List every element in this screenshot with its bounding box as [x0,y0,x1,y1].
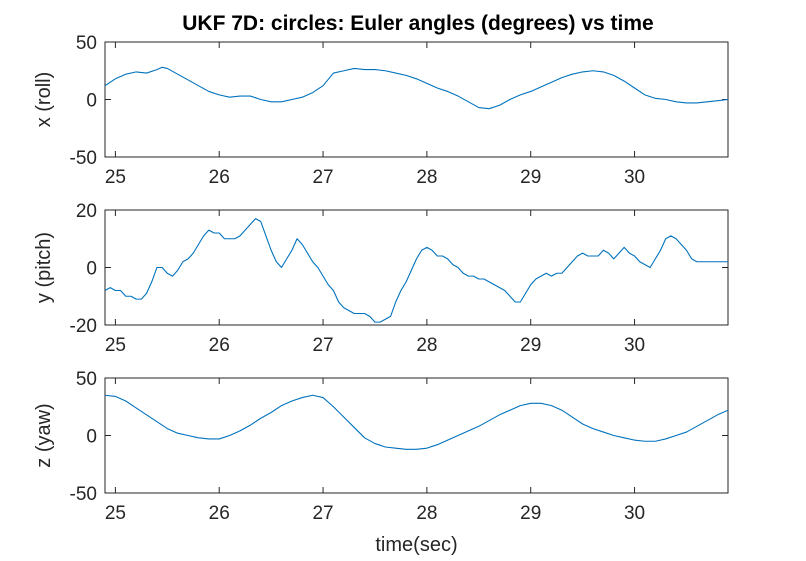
x-tick-label: 27 [312,335,333,356]
plot-area [104,377,729,494]
x-tick-label: 29 [520,503,541,524]
x-tick-label: 25 [105,503,126,524]
y-tick-label: -20 [70,316,97,337]
x-tick-label: 29 [520,167,541,188]
y-tick-label: 50 [76,33,97,54]
y-tick-label: 50 [76,369,97,390]
x-tick-label: 25 [105,167,126,188]
x-tick-label: 28 [416,167,437,188]
x-tick-label: 28 [416,503,437,524]
series-line [105,394,728,450]
x-tick-label: 26 [209,335,230,356]
y-tick-label: 20 [76,201,97,222]
series-line [105,218,728,323]
x-tick-label: 27 [312,503,333,524]
x-tick-label: 29 [520,335,541,356]
y-tick-label: 0 [86,427,97,448]
x-tick-label: 25 [105,335,126,356]
y-tick-label: -50 [70,148,97,169]
y-axis-label: z (yaw) [33,403,55,467]
subplot-1: 25 26 27 28 29 30 -50 0 50 x (roll) [33,33,729,188]
x-tick-label: 30 [624,167,645,188]
y-tick-label: 0 [86,259,97,280]
subplot-3: 25 26 27 28 29 30 -50 0 50 z (yaw) time(sec) [33,369,729,556]
x-tick-label: 30 [624,503,645,524]
x-tick-label: 26 [209,167,230,188]
y-axis-label: y (pitch) [33,232,55,303]
x-tick-label: 27 [312,167,333,188]
y-tick-label: 0 [86,91,97,112]
y-axis-label: x (roll) [33,72,55,128]
series-line [105,66,728,110]
plot-area [104,209,729,326]
subplot-2: 25 26 27 28 29 30 -20 0 20 y (pitch) [33,201,729,356]
x-tick-label: 28 [416,335,437,356]
plot-area [104,41,729,158]
chart-title: UKF 7D: circles: Euler angles (degrees) … [182,12,654,35]
x-tick-label: 26 [209,503,230,524]
y-tick-label: -50 [70,484,97,505]
subplots: 25 26 27 28 29 30 -50 0 50 x (roll) 25 26 27 28 29 30 -2… [33,33,729,556]
x-axis-label: time(sec) [375,534,457,556]
x-tick-label: 30 [624,335,645,356]
